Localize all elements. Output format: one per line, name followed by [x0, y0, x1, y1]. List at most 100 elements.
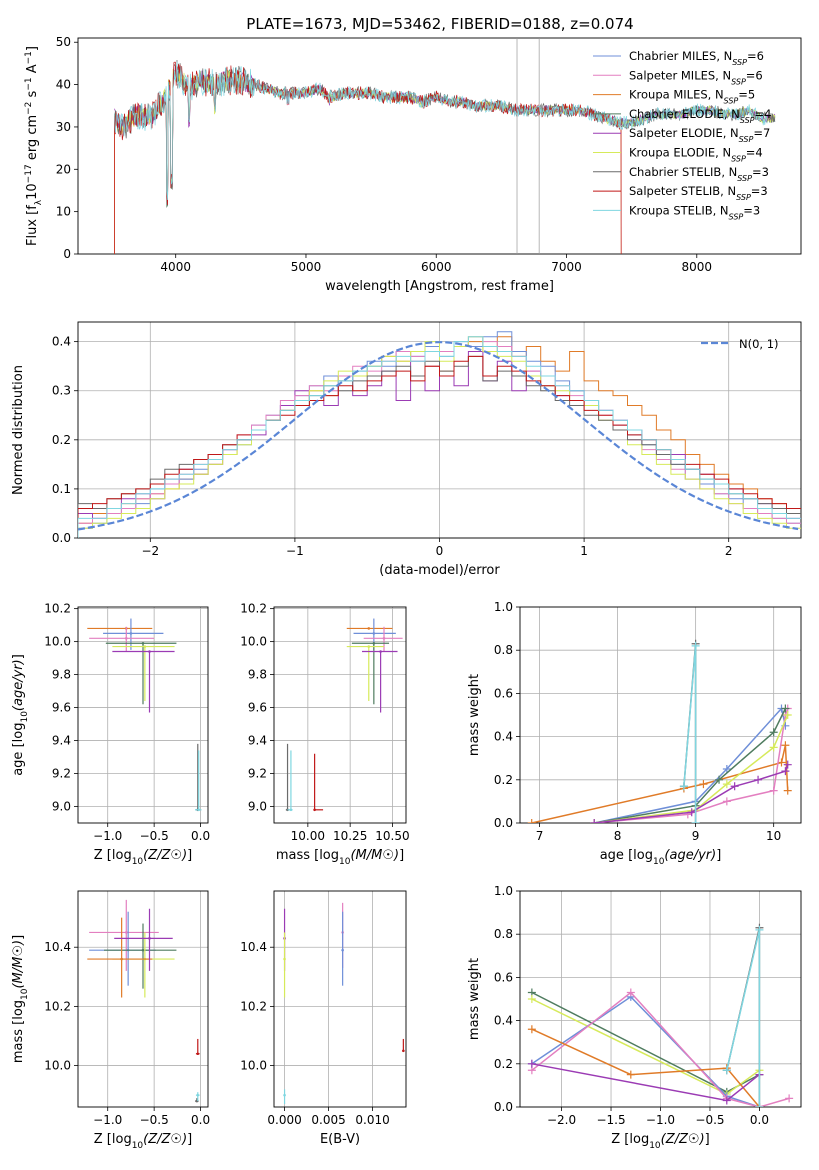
tick-label-y: 0.2: [494, 1057, 513, 1071]
tick-label-x: −1: [286, 544, 304, 558]
series-line: [531, 991, 760, 1093]
plus-marker: [781, 767, 790, 776]
axis-label-y: mass weight: [467, 958, 482, 1040]
tick-label-y: 0.4: [494, 730, 513, 744]
tick-label-x: 10.00: [291, 829, 325, 843]
data-point: [372, 641, 376, 645]
data-point: [283, 1093, 286, 1097]
panel-residuals: −2 −1 0 1 2 0.0 0.1 0.2 0.3 0.4 (data-model)/error…: [11, 321, 802, 578]
data-point: [124, 931, 128, 934]
tick-label-x: 9: [692, 829, 700, 843]
tick-label-y: 10.0: [240, 635, 267, 649]
data-point: [372, 632, 376, 635]
tick-label-y: 0: [63, 247, 71, 261]
plot-area: [527, 923, 794, 1107]
plot-area: [78, 331, 801, 538]
plus-marker: [715, 775, 724, 784]
series-line: [726, 927, 761, 1107]
tick-label-x: 1: [580, 544, 588, 558]
panel-spectrum: 4000 5000 6000 7000 8000 0 10 20 30 40 50 wavelengt…: [24, 35, 802, 294]
plot-area: [87, 899, 200, 1103]
data-point: [382, 637, 386, 640]
plus-marker: [527, 1059, 536, 1068]
series-line: [531, 745, 789, 823]
tick-label-x: 0.010: [355, 1113, 389, 1127]
data-point: [313, 808, 316, 812]
panel-weight_vs_age: 7 8 9 10 0.0 0.2 0.4 0.6 0.8 1.0 age [log10(age/yr…: [467, 600, 802, 867]
tick-label-y: 1.0: [494, 884, 513, 898]
plus-marker: [777, 758, 786, 767]
tick-label-y: 40: [56, 78, 71, 92]
plus-marker: [699, 780, 708, 789]
plus-marker: [783, 786, 792, 795]
axis-label-y: mass [log10(M/M☉)]: [11, 935, 30, 1063]
tick-label-x: 6000: [421, 260, 452, 274]
data-point: [402, 1049, 405, 1053]
plus-marker: [626, 1070, 635, 1079]
data-point: [289, 808, 293, 812]
plus-marker: [626, 988, 635, 997]
data-point: [120, 957, 123, 961]
tick-label-x: −0.5: [695, 1113, 724, 1127]
axis-label-x: Z [log10(Z/Z☉)]: [94, 1132, 192, 1151]
plot-area: [283, 902, 405, 1105]
tick-label-y: 9.8: [248, 668, 267, 682]
tick-label-y: 10.0: [240, 1059, 267, 1073]
axes-frame: [77, 37, 802, 255]
tick-label-y: 9.4: [248, 734, 267, 748]
legend-label: Salpeter STELIB, NSSP=3: [629, 184, 768, 202]
data-point: [141, 948, 145, 952]
data-point: [367, 627, 371, 630]
legend-label: Salpeter ELODIE, NSSP=7: [629, 126, 770, 144]
series-line: [594, 708, 787, 823]
plus-marker: [722, 1096, 731, 1105]
plus-marker: [687, 808, 696, 817]
plus-marker: [679, 782, 688, 791]
tick-label-y: 0.4: [494, 1014, 513, 1028]
data-point: [283, 957, 286, 961]
tick-label-x: −1.0: [93, 829, 122, 843]
tick-label-y: 10: [56, 205, 71, 219]
plus-marker: [590, 819, 599, 823]
series-line: [683, 645, 697, 823]
tick-label-y: 0.8: [494, 927, 513, 941]
data-point: [341, 948, 344, 952]
axis-label-x: Z [log10(Z/Z☉)]: [611, 1132, 709, 1151]
tick-label-y: 30: [56, 120, 71, 134]
tick-label-x: 0.0: [191, 829, 210, 843]
plus-marker: [781, 741, 790, 750]
plot-area: [114, 38, 776, 254]
tick-label-y: 10.0: [44, 635, 71, 649]
tick-label-y: 9.8: [52, 668, 71, 682]
axes-frame: [519, 890, 802, 1108]
series-line: [594, 706, 787, 823]
tick-label-x: −0.5: [140, 829, 169, 843]
spectrum-line: [114, 59, 776, 199]
axis-label-x: (data-model)/error: [379, 563, 500, 578]
legend-label: Kroupa STELIB, NSSP=3: [629, 203, 760, 221]
tick-label-y: 9.0: [52, 800, 71, 814]
tick-label-x: −2.0: [547, 1113, 576, 1127]
plus-marker: [783, 711, 792, 719]
axes-frame: [77, 321, 802, 539]
plus-marker: [730, 782, 739, 791]
tick-label-y: 0.1: [52, 482, 71, 496]
tick-label-y: 9.6: [52, 701, 71, 715]
tick-label-y: 9.6: [248, 701, 267, 715]
legend-label: Chabrier ELODIE, NSSP=4: [629, 107, 771, 125]
normal-curve: [78, 341, 799, 531]
tick-label-y: 0.6: [494, 970, 513, 984]
plot-area: [285, 618, 403, 812]
tick-label-x: −1.0: [93, 1113, 122, 1127]
plus-marker: [527, 1025, 536, 1034]
axes-frame: [273, 890, 407, 1108]
data-point: [196, 1052, 200, 1056]
tick-label-y: 50: [56, 35, 71, 49]
tick-label-y: 10.0: [44, 1059, 71, 1073]
tick-label-y: 9.2: [52, 767, 71, 781]
legend-label: Chabrier MILES, NSSP=6: [629, 49, 764, 67]
data-point: [379, 650, 382, 653]
tick-label-x: 0.005: [311, 1113, 345, 1127]
plus-marker: [527, 995, 536, 1003]
